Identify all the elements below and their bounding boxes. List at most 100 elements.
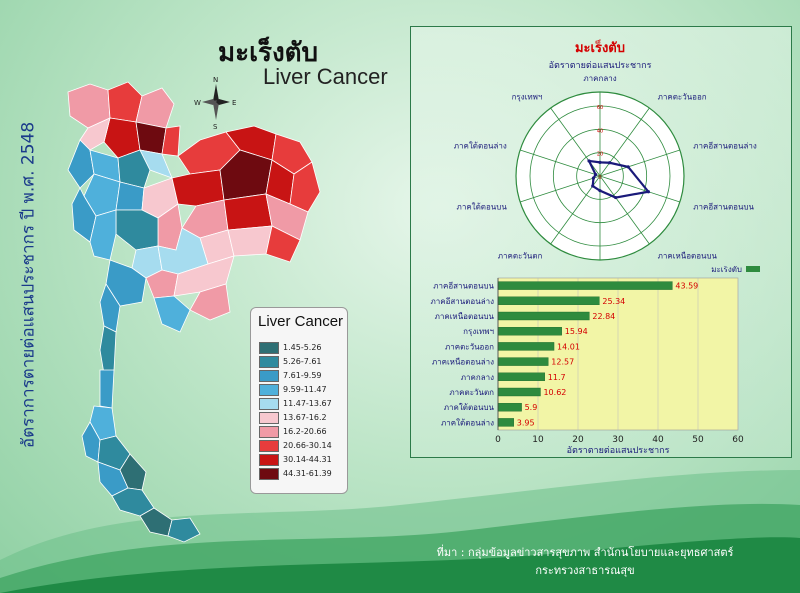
title-english: Liver Cancer <box>263 64 388 89</box>
radar-spoke <box>519 149 601 177</box>
compass-label-n: N <box>213 76 218 84</box>
province-map <box>67 81 321 543</box>
legend-item: 44.31-61.39 <box>259 468 344 480</box>
map-region <box>119 453 147 491</box>
radar-spoke <box>599 175 650 245</box>
map-region <box>265 225 301 263</box>
legend-item: 11.47-13.67 <box>259 398 344 410</box>
compass-needle <box>213 84 219 104</box>
legend-label: 9.59-11.47 <box>283 385 327 394</box>
radar-spoke <box>519 175 601 203</box>
map-region <box>67 139 95 189</box>
bar-category-label: ภาคเหนือตอนบน <box>435 312 495 321</box>
legend-swatch <box>259 426 279 438</box>
bar-category-label: ภาคตะวันตก <box>449 388 494 397</box>
legend-swatch <box>259 370 279 382</box>
legend-item: 16.2-20.66 <box>259 426 344 438</box>
legend-swatch <box>259 454 279 466</box>
map-region <box>153 295 191 333</box>
bar <box>497 327 562 336</box>
bar-category-label: ภาคใต้ตอนบน <box>444 403 495 412</box>
map-legend: Liver Cancer 1.45-5.26 5.26-7.61 7.61-9.… <box>250 307 348 494</box>
bar-value-label: 25.34 <box>602 297 625 306</box>
legend-swatch <box>259 384 279 396</box>
radar-point <box>626 165 630 169</box>
map-region <box>117 149 151 189</box>
compass-needle <box>216 99 230 105</box>
bar-tick-label: 60 <box>732 435 744 445</box>
legend-label: 7.61-9.59 <box>283 371 322 380</box>
bar <box>497 311 590 321</box>
map-region <box>135 121 167 155</box>
radar-category-label: ภาคใต้ตอนบน <box>457 202 508 211</box>
bar-value-label: 3.95 <box>517 418 535 427</box>
legend-item: 20.66-30.14 <box>259 440 344 452</box>
legend-label: 16.2-20.66 <box>283 427 327 436</box>
radar-tick-label: 20 <box>597 152 603 158</box>
radar-category-label: ภาคใต้ตอนล่าง <box>454 142 507 151</box>
legend-item: 30.14-44.31 <box>259 454 344 466</box>
bar-tick-label: 50 <box>692 435 704 445</box>
bar <box>497 402 522 412</box>
radar-category-label: ภาคตะวันตก <box>498 251 543 260</box>
title-thai: มะเร็งตับ <box>218 38 319 68</box>
bar-tick-label: 20 <box>572 435 584 445</box>
radar-point <box>594 172 598 177</box>
bar <box>497 418 515 427</box>
radar-category-label: ภาคอีสานตอนบน <box>693 202 754 211</box>
radar-category-label: ภาคกลาง <box>583 74 616 83</box>
map-region <box>227 225 273 257</box>
legend-label: 1.45-5.26 <box>283 343 322 352</box>
radar-spoke <box>599 175 681 203</box>
bar-value-label: 5.9 <box>525 403 538 412</box>
compass-rose-icon: N S W E <box>194 76 236 130</box>
map-region <box>99 325 117 375</box>
legend-item: 7.61-9.59 <box>259 370 344 382</box>
bar-value-label: 12.57 <box>551 358 574 367</box>
bar-xlabel: อัตราตายต่อแสนประชากร <box>567 446 670 456</box>
bar-chart: มะเร็งตับ 43.59 25.34 22.84 15.94 14.01 12.57… <box>430 266 760 456</box>
radar-spoke <box>599 107 650 177</box>
bar-value-label: 14.01 <box>557 342 580 351</box>
legend-item: 13.67-16.2 <box>259 412 344 424</box>
bar <box>497 296 600 305</box>
radar-category-label: ภาคเหนือตอนบน <box>658 251 718 260</box>
radar-point <box>587 159 591 163</box>
radar-point <box>608 161 612 165</box>
bar-category-label: ภาคอีสานตอนบน <box>433 282 494 291</box>
radar-tick-label: 0 <box>598 175 601 181</box>
map-region <box>223 193 273 231</box>
radar-category-label: ภาคอีสานตอนล่าง <box>693 142 757 151</box>
legend-swatch <box>259 356 279 368</box>
bar <box>497 372 545 382</box>
compass-needle <box>202 99 216 105</box>
bar <box>497 387 541 397</box>
bar-category-label: กรุงเทพฯ <box>463 327 494 336</box>
map-region <box>115 209 159 251</box>
map-region <box>99 369 115 409</box>
map-region <box>79 117 111 151</box>
legend-label: 11.47-13.67 <box>283 399 332 408</box>
legend-label: 5.26-7.61 <box>283 357 322 366</box>
legend-label: 20.66-30.14 <box>283 441 332 450</box>
bar-category-label: ภาคกลาง <box>461 373 494 382</box>
radar-spoke <box>599 149 681 177</box>
compass-label-w: W <box>194 99 201 107</box>
legend-label: 13.67-16.2 <box>283 413 327 422</box>
legend-swatch <box>259 342 279 354</box>
radar-point <box>591 176 596 180</box>
bar <box>497 281 673 290</box>
compass-label-s: S <box>213 123 218 130</box>
bar-tick-label: 30 <box>612 435 624 445</box>
map-region <box>167 517 201 543</box>
radar-chart: มะเร็งตับ อัตราตายต่อแสนประชากร 6040200 … <box>454 38 757 261</box>
map-region <box>107 81 143 123</box>
legend-item: 9.59-11.47 <box>259 384 344 396</box>
bar-category-label: ภาคใต้ตอนล่าง <box>441 418 494 427</box>
bar <box>497 357 549 366</box>
bar-value-label: 22.84 <box>592 312 615 321</box>
legend-label: 44.31-61.39 <box>283 469 332 478</box>
legend-label: 30.14-44.31 <box>283 455 332 464</box>
radar-spoke <box>550 175 601 245</box>
source-line-2: กระทรวงสาธารณสุข <box>535 564 635 577</box>
